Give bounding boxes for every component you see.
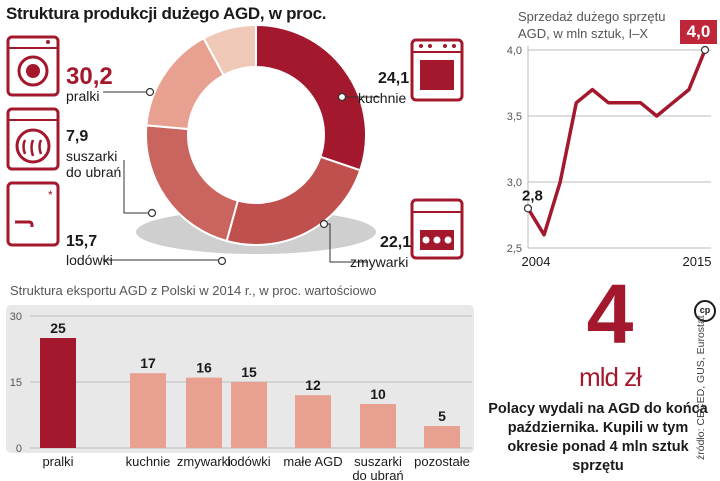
summary-text: Polacy wydali na AGD do końca październi…: [488, 401, 708, 474]
bar-y-tick: 0: [16, 443, 22, 455]
bar-5: [360, 404, 396, 448]
leader-suszarki: [123, 160, 150, 214]
label-value-pralki: 30,2: [66, 63, 113, 90]
bar-value-label: 5: [438, 408, 446, 424]
dryer-icon: [6, 107, 60, 171]
line-y-tick: 4,0: [507, 45, 522, 57]
dot-zmywarki: [319, 219, 329, 229]
dot-lodowki: [217, 256, 227, 266]
line-chart: 2,5 3,0 3,5 4,0 2,8 2004 2015: [507, 45, 712, 269]
source-note: źródło: CECED, GUS, Eurostat: [695, 315, 707, 460]
line-y-tick: 3,0: [507, 177, 522, 189]
line-end-dot: [700, 45, 710, 55]
bar-category-label: małe AGD: [283, 454, 342, 469]
donut-slice-4: [202, 23, 257, 77]
label-name-lodowki: lodówki: [66, 252, 113, 268]
bar-1: [130, 373, 166, 448]
bar-6: [424, 426, 460, 448]
label-value-lodowki: 15,7: [66, 233, 98, 250]
dishwasher-icon: [410, 198, 464, 260]
line-end-badge: 4,0: [680, 20, 717, 44]
bar-category-label: kuchnie: [126, 454, 171, 469]
bar-3: [231, 382, 267, 448]
label-name-pralki: pralki: [66, 88, 100, 104]
svg-text:*: *: [48, 188, 53, 202]
bar-category-label: pozostałe: [414, 454, 470, 469]
dot-kuchnie: [337, 92, 347, 102]
label-name-suszarki: suszarki do ubrań: [66, 148, 122, 180]
bar-value-label: 17: [140, 355, 156, 371]
line-y-tick: 2,5: [507, 243, 522, 255]
washing-machine-icon: [6, 35, 60, 97]
line-start-label: 2,8: [522, 187, 543, 204]
bar-chart: 0 15 30 25 pralki 17 kuchnie 16 zmywarki 15 lodówk…: [10, 311, 472, 481]
donut-slice-1: [225, 155, 362, 246]
label-value-zmywarki: 22,1: [380, 234, 412, 251]
dot-pralki: [145, 87, 155, 97]
bar-value-label: 16: [196, 360, 212, 376]
dot-suszarki: [147, 208, 157, 218]
bar-category-label: zmywarki: [177, 454, 231, 469]
bar-chart-title: Struktura eksportu AGD z Polski w 2014 r…: [10, 283, 377, 298]
bar-y-tick: 30: [10, 311, 22, 323]
bar-y-tick: 15: [10, 377, 22, 389]
fridge-icon: *: [6, 181, 60, 247]
bar-value-label: 15: [241, 364, 257, 380]
bar-value-label: 10: [370, 386, 386, 402]
stove-icon: [410, 38, 464, 102]
highlight-unit: mld zł: [579, 362, 642, 392]
bar-category-label: lodówki: [227, 454, 270, 469]
bar-category-label: do ubrań: [352, 468, 403, 481]
line-chart-title: Sprzedaż dużego sprzętu AGD, w mln sztuk…: [518, 9, 666, 41]
bar-value-label: 12: [305, 377, 321, 393]
line-y-tick: 3,5: [507, 111, 522, 123]
donut-chart-title: Struktura produkcji dużego AGD, w proc.: [6, 4, 327, 23]
line-x-tick: 2015: [683, 254, 712, 269]
label-name-zmywarki: zmywarki: [350, 254, 409, 270]
bar-category-label: suszarki: [354, 454, 402, 469]
donut-slice-0: [255, 23, 367, 172]
bar-4: [295, 395, 331, 448]
label-value-suszarki: 7,9: [66, 128, 89, 145]
highlight-number: 4: [586, 267, 634, 361]
line-start-dot: [523, 204, 533, 213]
line-series: [526, 49, 707, 237]
bar-category-label: pralki: [42, 454, 73, 469]
label-name-kuchnie: kuchnie: [358, 90, 407, 106]
bar-0: [40, 338, 76, 448]
line-x-tick: 2004: [522, 254, 551, 269]
publisher-logo: cp: [694, 300, 716, 322]
bar-2: [186, 377, 222, 448]
bar-value-label: 25: [50, 320, 66, 336]
label-value-kuchnie: 24,1: [378, 70, 410, 87]
